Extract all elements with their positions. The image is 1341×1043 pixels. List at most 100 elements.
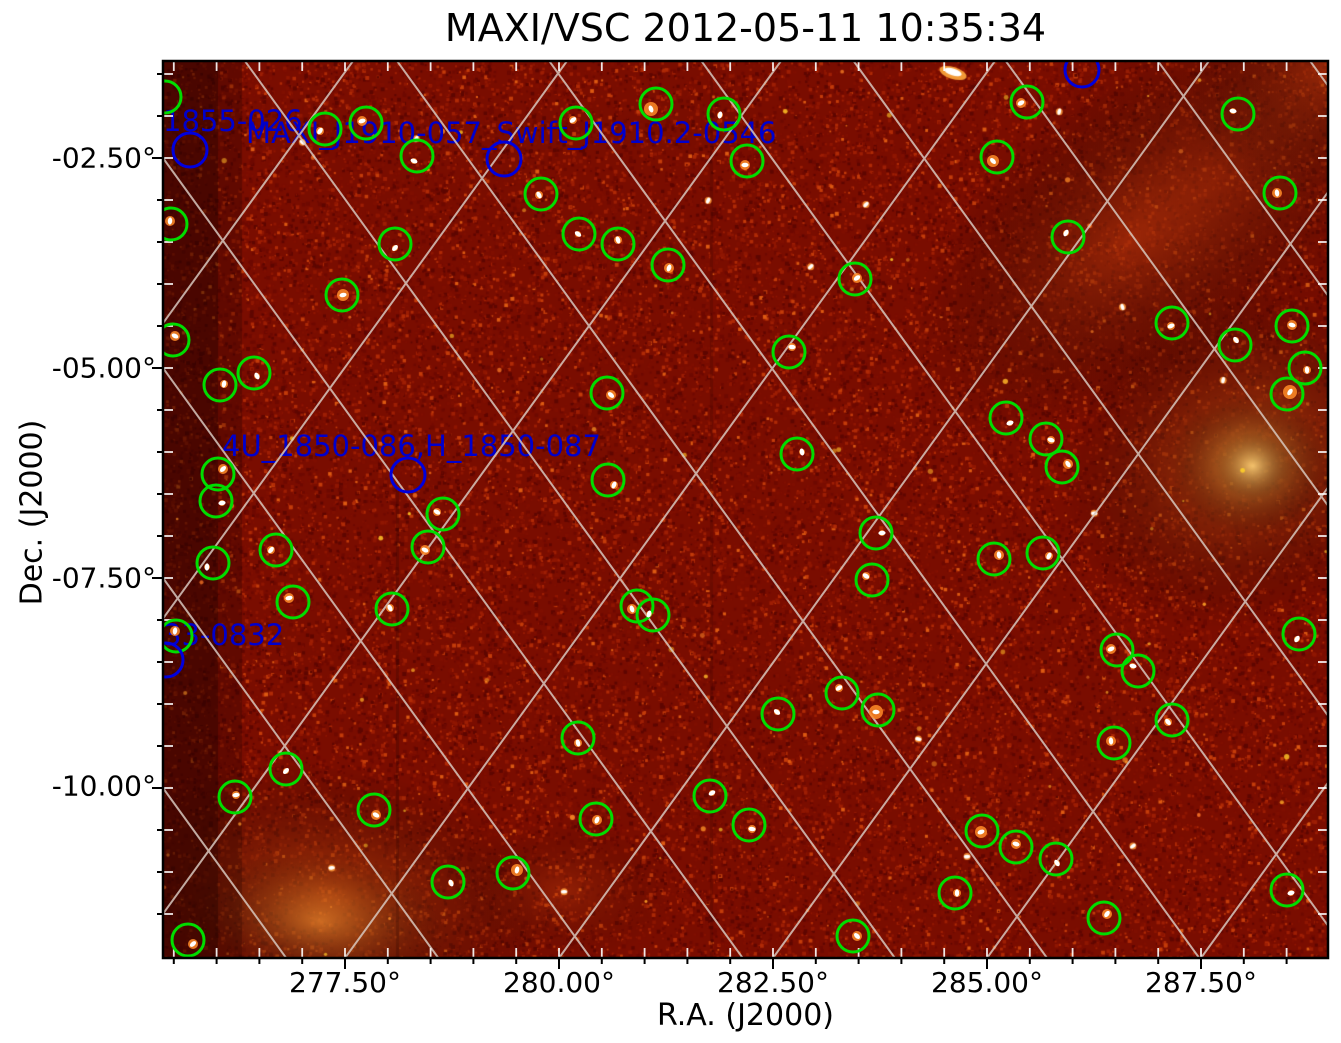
- green-source-circle: [430, 864, 466, 900]
- dec-grid-line: [852, 61, 1328, 717]
- green-source-circle: [1274, 308, 1310, 344]
- source-point: [218, 500, 226, 506]
- source-point: [1065, 460, 1071, 468]
- dec-grid-line: [1308, 61, 1328, 87]
- blue-catalog-circle: [485, 140, 523, 178]
- source-point: [433, 509, 441, 515]
- source-point: [853, 933, 861, 939]
- green-source-circle: [258, 532, 294, 568]
- dec-grid-line: [243, 61, 897, 958]
- source-point: [574, 231, 582, 237]
- green-source-circle: [200, 456, 236, 492]
- x-tick-label: 285.00°: [931, 966, 1043, 999]
- green-source-circle: [163, 206, 189, 242]
- green-source-circle: [560, 720, 596, 756]
- ra-grid-line: [1200, 781, 1328, 958]
- source-point: [615, 236, 621, 244]
- x-tick-label: 280.00°: [503, 966, 615, 999]
- source-point: [157, 88, 161, 95]
- green-source-circle: [425, 496, 461, 532]
- source-point: [1017, 100, 1025, 106]
- green-source-circle: [1269, 376, 1305, 412]
- green-source-circle: [692, 778, 728, 814]
- source-point: [410, 158, 418, 164]
- green-source-circle: [1120, 653, 1156, 689]
- green-source-circle: [638, 86, 674, 122]
- source-point: [167, 217, 173, 225]
- source-point: [1012, 841, 1020, 847]
- source-point: [171, 333, 179, 339]
- green-source-circle: [650, 247, 686, 283]
- green-source-circle: [236, 355, 272, 391]
- source-point: [862, 573, 870, 579]
- ra-grid-line: [344, 61, 996, 958]
- source-point: [996, 551, 1002, 559]
- axis-ticks: [152, 61, 1328, 969]
- source-point: [1047, 437, 1055, 443]
- source-point: [1165, 718, 1171, 726]
- dec-grid-line: [547, 61, 1201, 958]
- source-point: [1294, 635, 1300, 643]
- green-source-circle: [1154, 305, 1190, 341]
- green-source-circle: [558, 105, 594, 141]
- source-point: [569, 117, 577, 123]
- source-point: [283, 768, 289, 774]
- green-source-circle: [590, 462, 626, 498]
- green-source-circle: [1154, 702, 1190, 738]
- green-source-circle: [1220, 96, 1256, 132]
- source-point: [317, 127, 323, 135]
- green-source-circle: [1269, 872, 1305, 908]
- y-tick-label: -02.50°: [51, 141, 156, 175]
- source-point: [219, 466, 227, 472]
- green-source-circle: [1050, 219, 1086, 255]
- source-point: [990, 157, 996, 165]
- green-source-circle: [275, 584, 311, 620]
- green-source-circle: [163, 322, 191, 358]
- source-point: [1108, 737, 1114, 745]
- green-source-circle: [399, 138, 435, 174]
- source-point: [254, 372, 260, 380]
- source-point: [708, 790, 716, 796]
- source-point: [1046, 552, 1052, 560]
- green-source-circle: [578, 801, 614, 837]
- source-point: [1233, 336, 1239, 344]
- source-point: [204, 563, 210, 571]
- dec-grid-line: [1156, 61, 1328, 297]
- green-source-circle: [976, 541, 1012, 577]
- x-axis-title: R.A. (J2000): [657, 998, 834, 1033]
- green-source-circle: [589, 375, 625, 411]
- green-source-circle: [771, 334, 807, 370]
- green-source-circle: [202, 367, 238, 403]
- source-point: [717, 111, 723, 119]
- green-source-circle: [706, 96, 742, 132]
- source-point: [646, 610, 652, 618]
- source-point: [392, 244, 398, 252]
- dec-grid-line: [700, 61, 1328, 927]
- x-tick-label: 287.50°: [1145, 966, 1257, 999]
- source-point: [1287, 890, 1295, 896]
- blue-catalog-circle: [1063, 61, 1101, 89]
- source-point: [1288, 322, 1296, 328]
- ra-grid-line: [163, 61, 568, 621]
- green-source-circle: [1038, 841, 1074, 877]
- blue-catalog-circle: [389, 456, 427, 494]
- plot-border: [161, 59, 1330, 960]
- blue-catalog-circle: [171, 131, 209, 169]
- green-source-circle: [1009, 84, 1045, 120]
- green-source-circle: [1044, 449, 1080, 485]
- green-source-circle: [635, 597, 671, 633]
- green-source-circle: [979, 139, 1015, 175]
- green-source-circle: [1028, 421, 1064, 457]
- green-source-circle: [837, 261, 873, 297]
- ra-grid-line: [772, 190, 1328, 958]
- source-point: [575, 739, 581, 747]
- source-point: [448, 879, 454, 887]
- source-point: [1229, 108, 1237, 114]
- ra-grid-line: [986, 485, 1328, 958]
- dec-grid-line: [1004, 61, 1328, 507]
- green-source-circle: [998, 829, 1034, 865]
- source-point: [1063, 229, 1069, 237]
- source-point: [232, 792, 240, 798]
